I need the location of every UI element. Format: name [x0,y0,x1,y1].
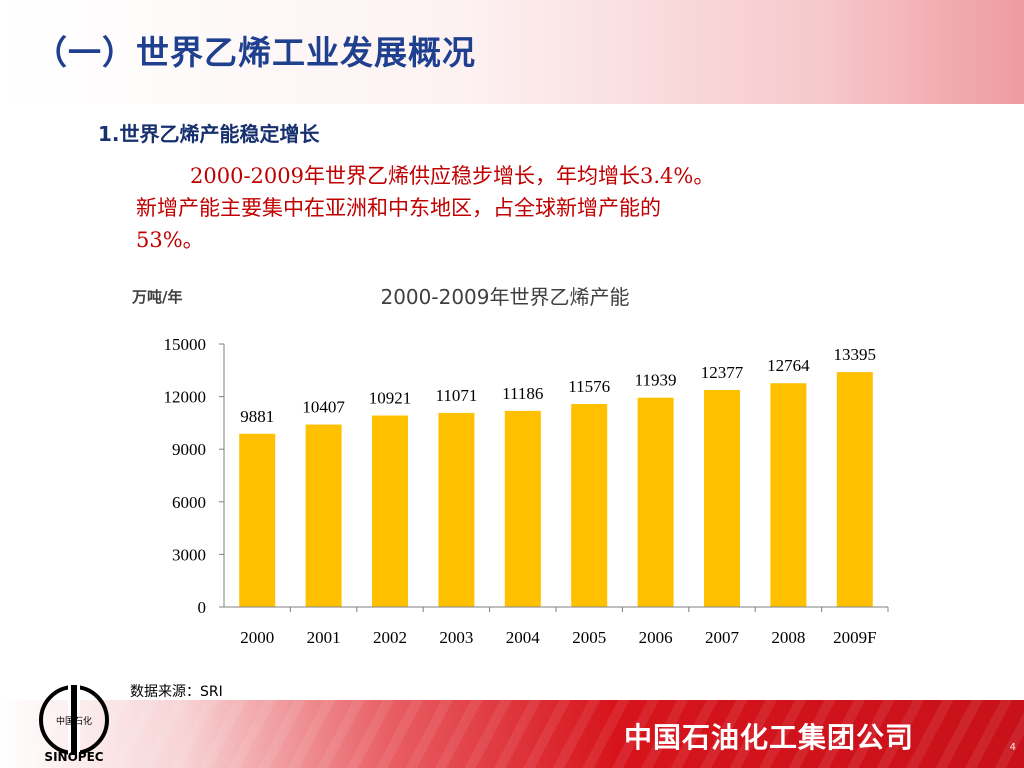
y-tick-label: 3000 [172,545,206,564]
body-line-3: 53%。 [136,228,204,252]
bar-2001 [305,424,342,607]
y-tick-label: 9000 [172,440,206,459]
footer-band [0,700,1024,768]
y-tick-label: 0 [198,598,207,617]
x-tick-label-2001: 2001 [307,628,341,647]
x-tick-label-2002: 2002 [373,628,407,647]
page-title: （一）世界乙烯工业发展概况 [34,33,476,72]
x-tick-label-2007: 2007 [705,628,740,647]
bars-layer: 9881 10407 10921 11071 11186 11576 11939 12377 1… [239,345,876,607]
bar-2006 [637,397,674,607]
source-note: 数据来源：SRI [130,684,223,700]
capacity-bar-chart: 2000-2009年世界乙烯产能 万吨/年 9881 10407 10921 1107… [131,285,889,647]
x-tick-label-2009F: 2009F [833,628,876,647]
y-tick-label: 12000 [164,388,207,407]
body-line-1-text: 2000-2009年世界乙烯供应稳步增长，年均增长3.4%。 [190,164,715,188]
chart-title: 2000-2009年世界乙烯产能 [380,285,629,309]
x-tick-label-2008: 2008 [771,628,805,647]
x-tick-label-2003: 2003 [439,628,473,647]
y-tick-label: 6000 [172,493,206,512]
data-label-2003: 11071 [435,386,477,405]
data-label-2007: 12377 [701,363,744,382]
bar-2005 [571,404,608,607]
data-label-2002: 10921 [369,389,412,408]
data-label-2001: 10407 [302,398,345,417]
axes-layer: 0 3000 6000 9000 12000 15000 2000 2001 2002 2003 2… [164,335,889,647]
x-tick-label-2006: 2006 [639,628,673,647]
bar-2008 [770,383,807,607]
bar-2004 [504,410,541,607]
data-label-2008: 12764 [767,356,810,375]
bar-2009F [836,372,873,607]
bar-2000 [239,433,276,607]
bar-2002 [372,415,408,607]
data-label-2000: 9881 [240,407,274,426]
company-name: 中国石油化工集团公司 [623,721,914,754]
x-tick-label-2004: 2004 [506,628,541,647]
header-band [0,0,1024,104]
x-tick-label-2005: 2005 [572,628,606,647]
x-tick-label-2000: 2000 [240,628,274,647]
sinopec-logo: 中国石化 SINOPEC [39,685,109,764]
body-paragraph: 2000-2009年世界乙烯供应稳步增长，年均增长3.4%。 新增产能主要集中在… [136,160,926,256]
data-label-2005: 11576 [568,377,610,396]
bar-2003 [438,412,475,607]
logo-wordmark: SINOPEC [44,750,103,764]
logo-text: 中国石化 [56,715,92,727]
y-axis-unit-label: 万吨/年 [131,288,182,306]
data-label-2006: 11939 [635,371,677,390]
bar-2007 [704,389,740,607]
data-label-2009F: 13395 [834,345,877,364]
section-heading: 1.世界乙烯产能稳定增长 [98,122,320,146]
body-line-1: 2000-2009年世界乙烯供应稳步增长，年均增长3.4%。 [136,160,926,192]
body-line-2: 新增产能主要集中在亚洲和中东地区，占全球新增产能的 [136,196,661,220]
data-label-2004: 11186 [502,384,543,403]
y-tick-label: 15000 [164,335,207,354]
page-number: 4 [1009,742,1016,753]
